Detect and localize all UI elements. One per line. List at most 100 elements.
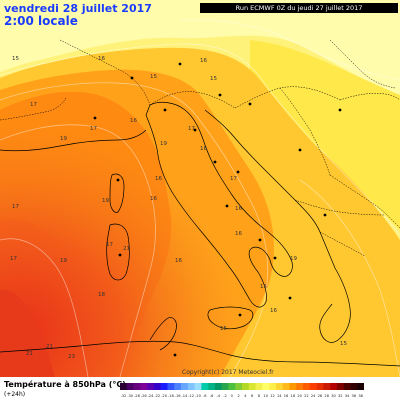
legend-tick: 20 [297,394,302,398]
isotherm-label: 23 [68,354,75,360]
isotherm-label: 17 [188,126,195,132]
legend-swatch [336,383,344,390]
isotherm-label: 16 [155,176,162,182]
legend-swatch [201,383,209,390]
country-borders [0,39,400,257]
legend-tick: 12 [270,394,275,398]
color-legend: -32 -30 -28 -26 -24 -22 -20 -18 -16 -14 -12 -10 -8 -6… [120,383,364,398]
legend-swatch [214,383,222,390]
isotherm-label: 21 [26,351,33,357]
isotherm-label: 17 [12,204,19,210]
isotherm-label: 17 [106,242,113,248]
legend-swatch [221,383,229,390]
legend-tick: 24 [311,394,316,398]
isotherm-label: 17 [90,126,97,132]
legend-swatch [303,383,311,390]
legend-tick: 4 [244,394,247,398]
legend-tick: 10 [263,394,268,398]
legend-swatch [194,383,202,390]
legend-tick: -12 [188,394,194,398]
legend-swatch [174,383,182,390]
legend-swatch [153,383,161,390]
isotherm-label: 16 [200,146,207,152]
legend-tick: 32 [338,394,343,398]
isotherm-label: 15 [220,326,227,332]
legend-swatch [262,383,270,390]
legend-tick: 36 [352,394,357,398]
legend-swatch [282,383,290,390]
legend-tick: 30 [331,394,336,398]
isotherm-label: 15 [210,76,217,82]
legend-swatch [167,383,175,390]
legend-swatch [160,383,168,390]
legend-swatch [309,383,317,390]
legend-tick: -24 [148,394,155,398]
forecast-time: 2:00 locale [4,14,78,28]
legend-swatch [289,383,297,390]
legend-swatch [323,383,331,390]
isotherm-label: 15 [12,56,19,62]
legend-tick: 6 [251,394,254,398]
legend-swatch [120,383,128,390]
legend-tick: 8 [258,394,261,398]
legend-tick: -10 [195,394,202,398]
legend-swatch [296,383,304,390]
isotherm-label: 17 [30,102,37,108]
legend-swatch [187,383,195,390]
isotherm-label: 21 [123,246,130,252]
city-dots [93,62,342,357]
isotherm-label: 19 [290,256,297,262]
legend-swatch [343,383,351,390]
legend-tick: -26 [141,394,148,398]
isotherm-label: 17 [230,176,237,182]
legend-tick: 0 [231,394,234,398]
legend-tick: 38 [358,394,363,398]
legend-tick: -30 [127,394,134,398]
legend-tick: -2 [223,394,227,398]
legend-swatch [255,383,263,390]
legend-tick: -22 [154,394,160,398]
copyright: Copyright(c) 2017 Meteociel.fr [182,369,274,376]
coastlines [0,101,400,367]
zone-red [0,289,55,377]
isotherm-label: 16 [200,58,207,64]
legend-swatch [330,383,338,390]
forecast-date: vendredi 28 juillet 2017 [4,2,152,15]
legend-swatch [248,383,256,390]
legend-swatch [357,383,364,390]
legend-swatch [181,383,189,390]
legend-swatch [275,383,283,390]
legend-tick: 28 [324,394,329,398]
isotherm-label: 19 [160,141,167,147]
isotherm-label: 15 [260,284,267,290]
isotherm-label: 16 [130,118,137,124]
legend-swatch [133,383,141,390]
isotherm-label: 15 [150,74,157,80]
isotherm-label: 16 [175,258,182,264]
isotherm-label: 16 [235,231,242,237]
isotherm-label: 16 [150,196,157,202]
legend-tick: -4 [216,394,220,398]
legend-tick: -20 [161,394,168,398]
isotherm-label: 17 [10,256,17,262]
isotherm-label: 16 [270,308,277,314]
temperature-map: 15 16 15 16 15 17 17 19 17 16 19 17 19 16 16 17 16 16 17 21… [0,0,400,377]
legend-subtitle: (+24h) [4,391,26,398]
legend-swatch [316,383,324,390]
legend-tick: -32 [120,394,126,398]
legend-swatch [228,383,236,390]
isotherm-label: 19 [60,136,67,142]
isotherm-label: 16 [98,56,105,62]
legend-tick: -14 [181,394,188,398]
legend-swatch [147,383,155,390]
legend-swatch [235,383,243,390]
isotherm-label: 21 [46,344,53,350]
isotherm-label: 15 [340,341,347,347]
legend-tick: 16 [284,394,289,398]
legend-tick: 18 [291,394,296,398]
legend-tick: -6 [210,394,214,398]
legend-tick: 34 [345,394,350,398]
legend-tick: 22 [304,394,309,398]
isotherm-label: 18 [98,292,105,298]
legend-tick: -28 [134,394,141,398]
